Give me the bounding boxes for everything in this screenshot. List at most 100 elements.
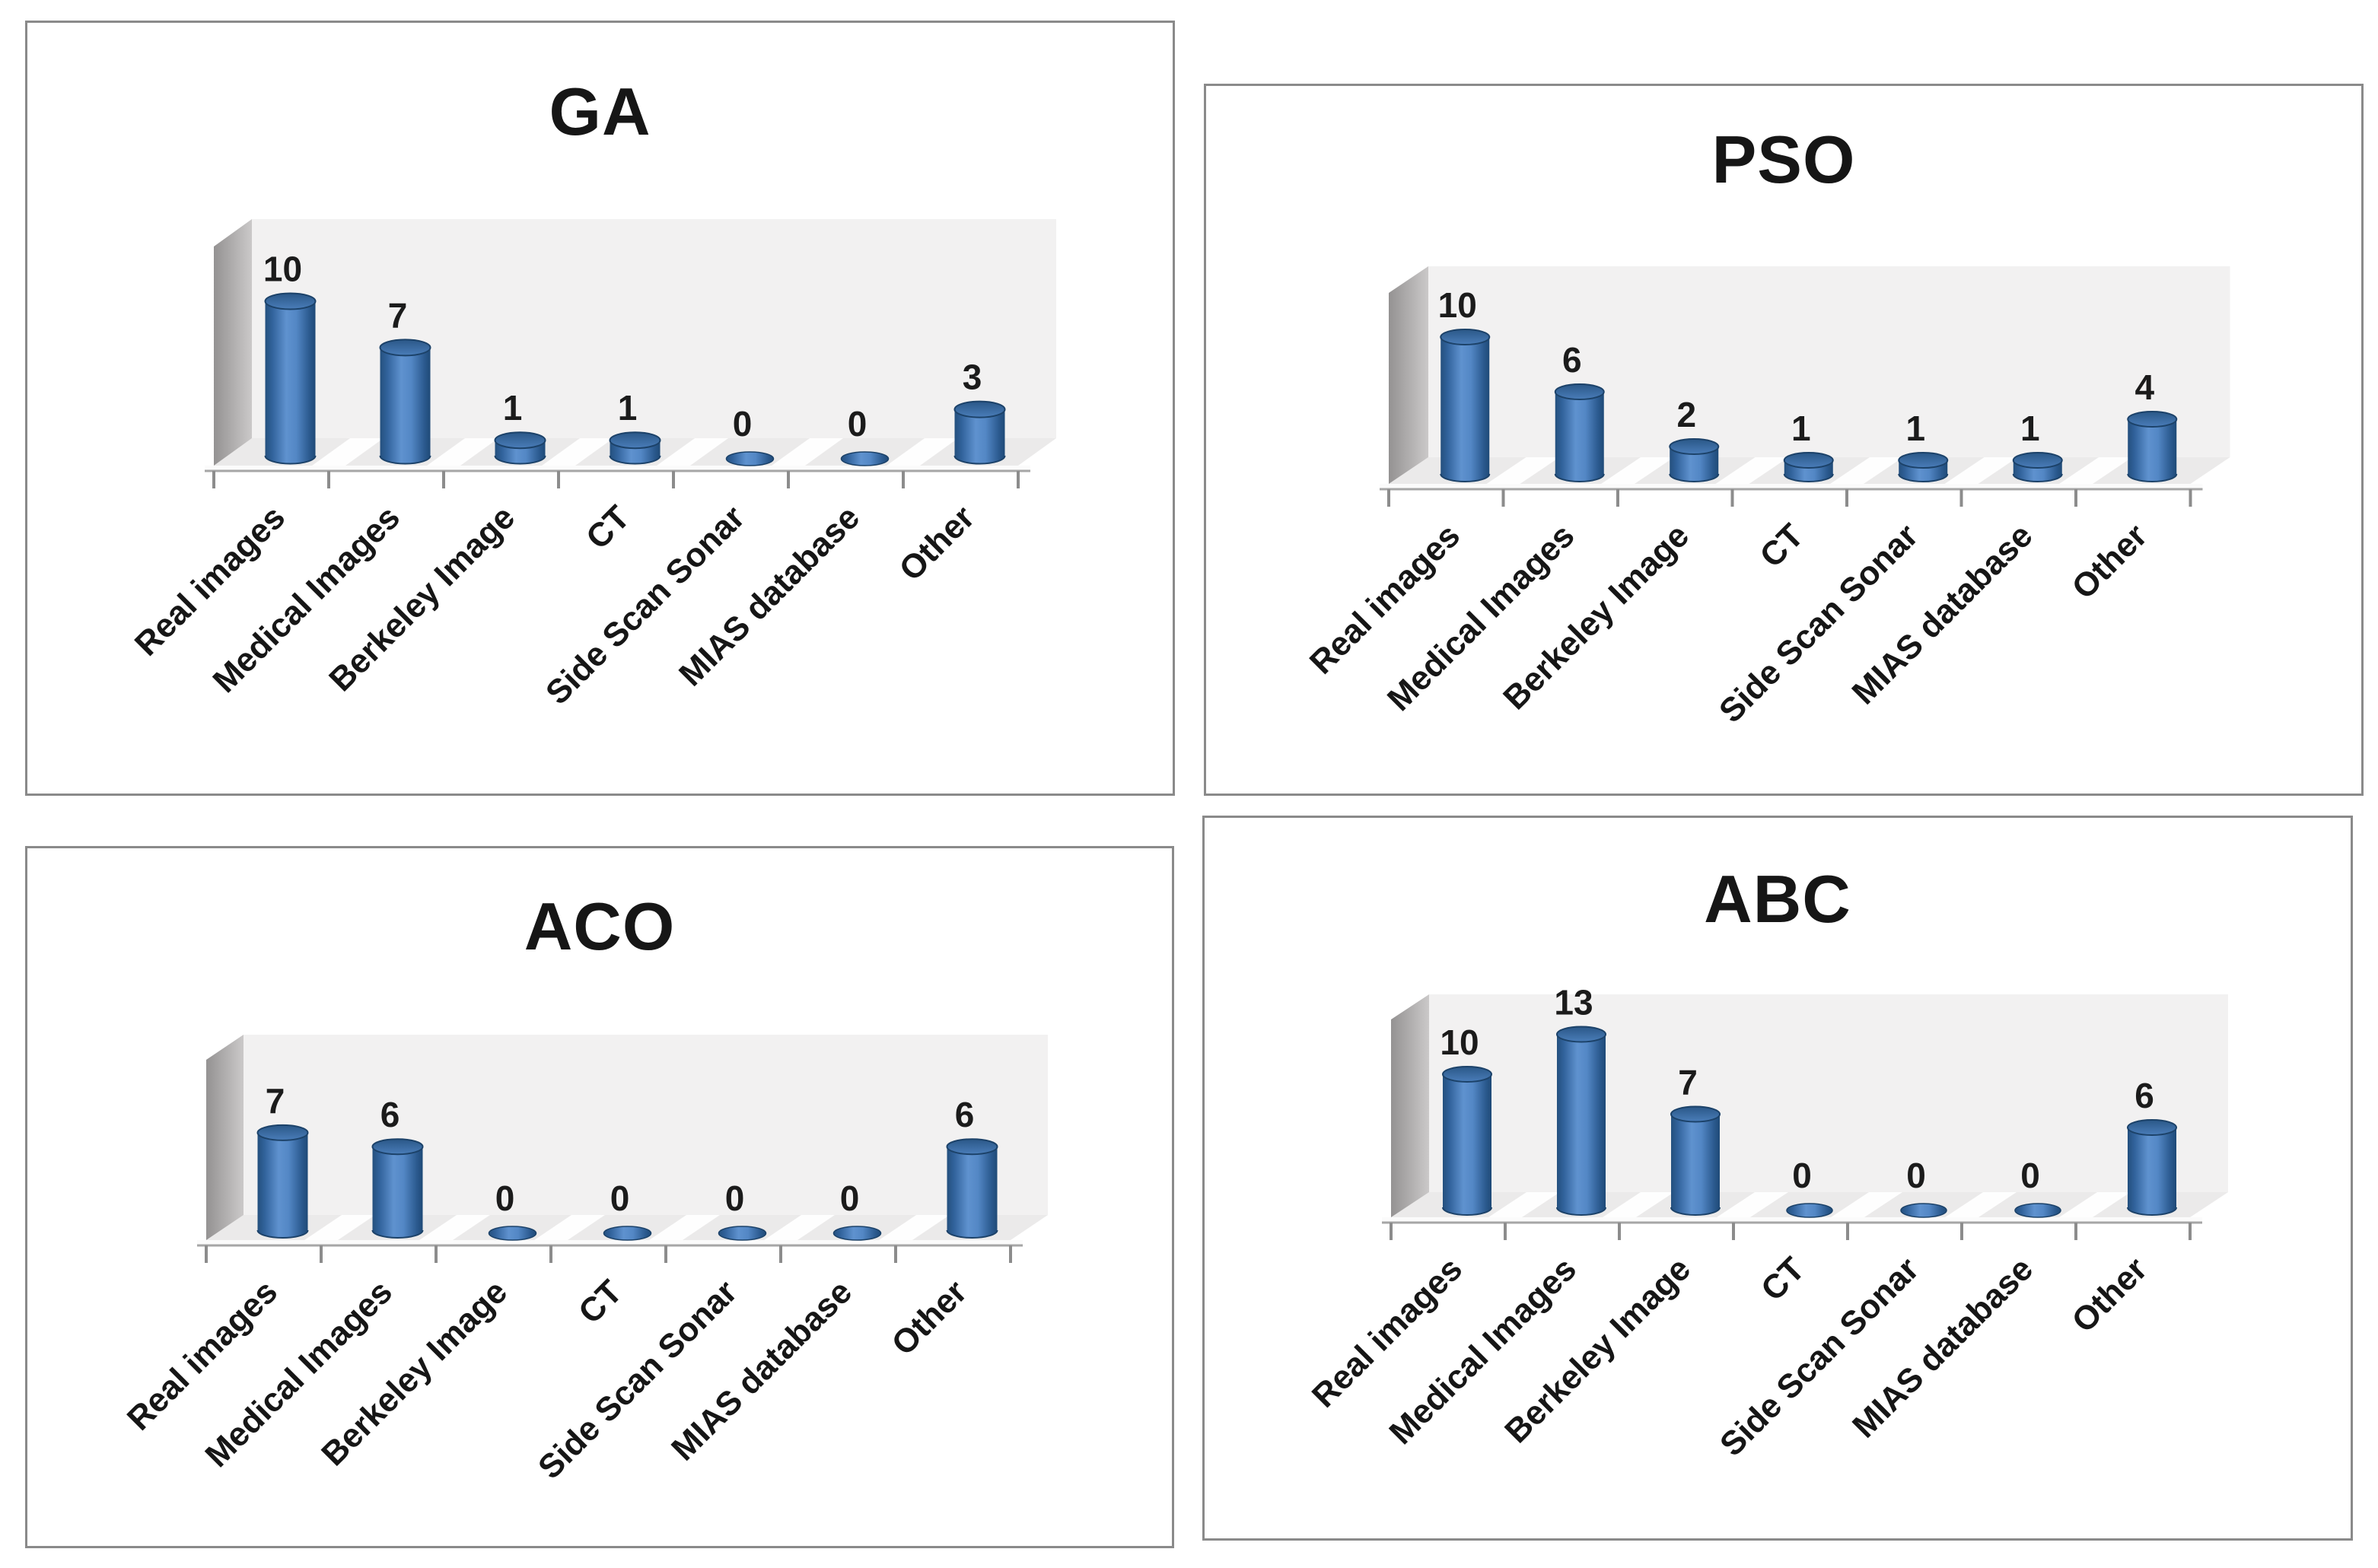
cylinder-bar <box>1556 1026 1606 1216</box>
back-wall <box>1428 266 2230 457</box>
floor-stripe <box>879 1215 950 1240</box>
floor-stripe <box>427 438 498 466</box>
back-wall <box>252 219 1056 438</box>
cylinder-bar <box>1554 383 1605 482</box>
value-label: 10 <box>263 250 302 289</box>
chart-panel-abc: ABC 10 13 7 0 0 0 6 Real images Medical Images Be… <box>1202 816 2353 1541</box>
category-label: CT <box>571 1273 629 1331</box>
category-label: Side Scan Sonar <box>531 1273 744 1486</box>
cylinder-bar <box>1670 1105 1721 1216</box>
category-label: CT <box>1752 517 1810 574</box>
category-label: Side Scan Sonar <box>1713 1250 1926 1463</box>
side-wall <box>1391 994 1429 1217</box>
floor-front-face <box>205 466 1030 470</box>
floor-stripe <box>304 1215 375 1240</box>
value-label: 10 <box>1440 1023 1479 1062</box>
chart-panel-aco: ACO 7 6 0 0 0 0 6 Real images Medical Images Berk… <box>25 846 1174 1548</box>
cylinder-bar <box>1898 452 1949 482</box>
value-label: 7 <box>266 1081 285 1121</box>
cylinder-bar <box>2012 452 2063 482</box>
value-label: 0 <box>725 1178 745 1218</box>
cylinder-bar-zero <box>832 1226 882 1241</box>
category-label: Side Scan Sonar <box>1712 517 1925 730</box>
floor-front-face <box>1380 484 2203 488</box>
category-label: Other <box>892 498 982 588</box>
floor-stripe <box>1488 1192 1560 1217</box>
value-label: 1 <box>1905 409 1925 448</box>
chart-title-aco: ACO <box>524 889 676 964</box>
side-wall <box>214 219 252 466</box>
floor-stripe <box>1486 457 1560 484</box>
cylinder-bar <box>946 1138 998 1239</box>
side-wall <box>1389 266 1428 484</box>
category-label: CT <box>1754 1250 1812 1308</box>
back-wall <box>1429 994 2228 1192</box>
chart-title-ga: GA <box>549 74 651 149</box>
floor-stripe <box>2059 457 2132 484</box>
chart-title-abc: ABC <box>1704 861 1851 937</box>
value-label: 10 <box>1438 285 1477 325</box>
value-label: 0 <box>495 1178 515 1218</box>
cylinder-bar <box>256 1124 309 1239</box>
value-label: 7 <box>388 295 408 335</box>
value-label: 0 <box>1792 1156 1812 1195</box>
value-label: 13 <box>1554 983 1593 1023</box>
cylinder-bar <box>371 1138 424 1239</box>
floor-stripe <box>1715 457 1789 484</box>
floor-stripe <box>1830 457 1903 484</box>
floor-stripe <box>649 1215 720 1240</box>
floor-front-face <box>197 1240 1023 1245</box>
floor-stripe <box>534 1215 605 1240</box>
cylinder-bar-zero <box>488 1226 537 1241</box>
floor-stripe <box>1717 1192 1788 1217</box>
cylinder-bar <box>379 339 431 465</box>
value-label: 6 <box>1562 340 1582 380</box>
cylinder-bar-zero <box>603 1226 652 1241</box>
value-label: 2 <box>1676 395 1696 434</box>
value-label: 1 <box>503 388 523 428</box>
cylinder-bar-zero <box>2014 1203 2061 1218</box>
floor-stripe <box>657 438 728 466</box>
value-label: 0 <box>848 404 867 444</box>
cylinder-bar-zero <box>1786 1203 1833 1218</box>
value-label: 7 <box>1678 1063 1698 1102</box>
value-label: 6 <box>2134 1076 2154 1115</box>
side-wall <box>206 1035 244 1240</box>
chart-title-pso: PSO <box>1711 122 1856 197</box>
cylinder-bar <box>1440 329 1491 482</box>
value-label: 1 <box>2020 409 2040 448</box>
cylinder-bar <box>2127 1119 2177 1216</box>
value-label: 0 <box>2020 1156 2040 1195</box>
value-label: 0 <box>733 404 753 444</box>
floor-stripe <box>1945 1192 2017 1217</box>
value-label: 1 <box>618 388 638 428</box>
floor-stripe <box>2059 1192 2131 1217</box>
floor-stripe <box>1944 457 2018 484</box>
floor-stripe <box>1831 1192 1902 1217</box>
chart-panel-ga: GA 10 7 1 1 0 0 3 Real images Medical Images Berk… <box>25 21 1175 796</box>
cylinder-bar <box>494 431 546 465</box>
category-label: CT <box>579 498 637 556</box>
value-label: 3 <box>963 358 982 397</box>
floor-stripe <box>772 438 843 466</box>
floor-stripe <box>1603 1192 1674 1217</box>
back-wall <box>244 1035 1048 1215</box>
cylinder-bar <box>1669 438 1720 482</box>
cylinder-bar <box>1783 452 1834 482</box>
category-label: Other <box>2064 1250 2154 1340</box>
floor-stripe <box>312 438 384 466</box>
cylinder-bar <box>609 431 661 465</box>
cylinder-bar <box>1442 1066 1492 1216</box>
floor-stripe <box>1601 457 1674 484</box>
category-label: Other <box>884 1273 974 1363</box>
floor-stripe <box>419 1215 490 1240</box>
value-label: 6 <box>380 1095 400 1134</box>
chart-panel-pso: PSO 10 6 2 1 1 1 4 Real images Medical Images Ber… <box>1204 84 2364 796</box>
category-label: Other <box>2064 517 2154 606</box>
cylinder-bar-zero <box>725 451 775 466</box>
